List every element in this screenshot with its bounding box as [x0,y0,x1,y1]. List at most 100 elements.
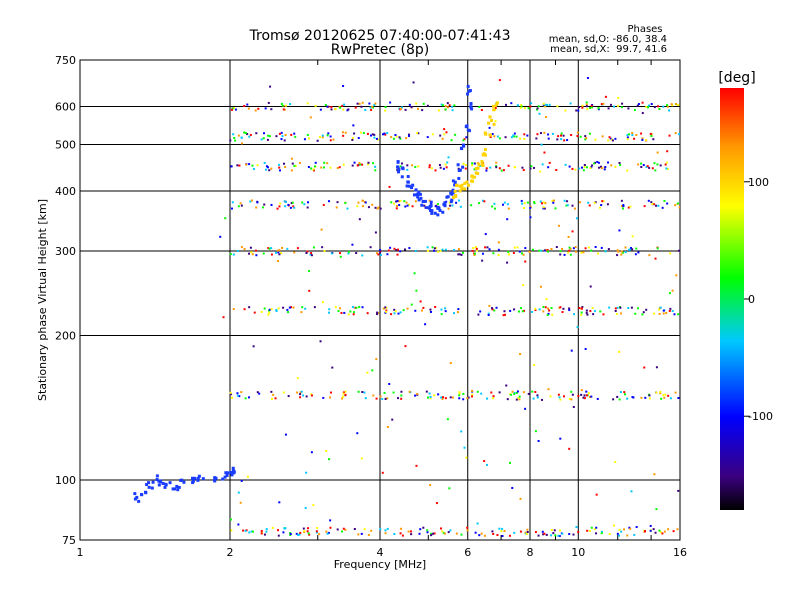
noise-echo-point [473,252,476,255]
noise-echo-point [384,109,387,112]
noise-echo-point [277,307,280,310]
y-tick-label: 100 [55,474,76,487]
noise-echo-point [627,206,630,209]
noise-echo-point [457,308,460,311]
noise-echo-point [543,249,546,252]
noise-echo-point [441,137,444,140]
noise-echo-point [256,201,259,204]
noise-echo-point [590,526,593,529]
noise-echo-point [525,532,528,535]
noise-echo-point [373,103,376,106]
noise-echo-point [326,162,329,165]
noise-echo-point [513,132,516,135]
noise-echo-point [659,390,662,393]
trace-point [443,201,447,205]
noise-echo-point [533,363,536,366]
noise-echo-point [530,165,533,168]
noise-echo-point [453,104,456,107]
noise-echo-point [268,135,271,138]
noise-echo-point [657,105,660,108]
noise-echo-point [515,398,518,401]
phase-stats-o: mean, sd,O: -86.0, 38.4 [549,34,667,45]
noise-echo-point [551,313,554,316]
noise-echo-point [571,393,574,396]
noise-echo-point [555,168,558,171]
noise-echo-point [451,105,454,108]
noise-echo-point [476,522,479,525]
trace-point [133,492,137,496]
noise-echo-point [582,396,585,399]
noise-echo-point [513,531,516,534]
trace-point [175,484,179,488]
noise-echo-point [554,534,557,537]
noise-echo-point [442,104,445,107]
noise-echo-point [240,479,243,482]
noise-echo-point [339,255,342,258]
noise-echo-point [648,394,651,397]
noise-echo-point [445,166,448,169]
noise-echo-point [516,390,519,393]
noise-echo-point [242,529,245,532]
noise-echo-point [236,164,239,167]
noise-echo-point [648,166,651,169]
noise-echo-point [645,166,648,169]
noise-echo-point [452,312,455,315]
noise-echo-point [414,394,417,397]
noise-echo-point [310,254,313,257]
noise-echo-point [399,199,402,202]
noise-echo-point [406,164,409,167]
noise-echo-point [659,392,662,395]
noise-echo-point [334,306,337,309]
noise-echo-point [219,235,222,238]
y-axis-label: Stationary phase Virtual Height [km] [36,199,49,401]
trace-point [179,478,183,482]
trace-point [457,176,461,180]
noise-echo-point [431,246,434,249]
noise-echo-point [397,312,400,315]
noise-echo-point [614,137,617,140]
noise-echo-point [576,131,579,134]
noise-echo-point [445,131,448,134]
noise-echo-point [342,108,345,111]
noise-echo-point [570,134,573,137]
noise-echo-point [231,107,234,110]
noise-echo-point [510,102,513,105]
noise-echo-point [481,259,484,262]
noise-echo-point [594,138,597,141]
noise-echo-point [347,108,350,111]
noise-echo-point [358,162,361,165]
noise-echo-point [542,207,545,210]
noise-echo-point [517,396,520,399]
noise-echo-point [340,312,343,315]
trace-point [430,211,434,215]
y-tick-labels: 75 100 200 300 400 500 600 750 [55,54,76,547]
noise-echo-point [658,529,661,532]
noise-echo-point [618,229,621,232]
noise-echo-point [251,253,254,256]
noise-echo-point [249,133,252,136]
noise-echo-point [426,104,429,107]
noise-echo-point [558,224,561,227]
noise-echo-point [419,300,422,303]
noise-echo-point [322,203,325,206]
noise-echo-point [668,292,671,295]
noise-echo-point [512,252,515,255]
noise-echo-point [591,307,594,310]
trace-point [459,146,463,150]
noise-echo-point [367,161,370,164]
noise-echo-point [414,200,417,203]
noise-echo-point [347,252,350,255]
noise-echo-point [509,393,512,396]
noise-echo-point [566,204,569,207]
noise-echo-point [440,313,443,316]
noise-echo-point [659,306,662,309]
noise-echo-point [372,394,375,397]
noise-echo-point [410,530,413,533]
noise-echo-point [240,136,243,139]
noise-echo-point [310,252,313,255]
trace-point [201,477,205,481]
noise-echo-point [662,309,665,312]
noise-echo-point [446,106,449,109]
noise-echo-point [653,106,656,109]
noise-echo-point [267,101,270,104]
